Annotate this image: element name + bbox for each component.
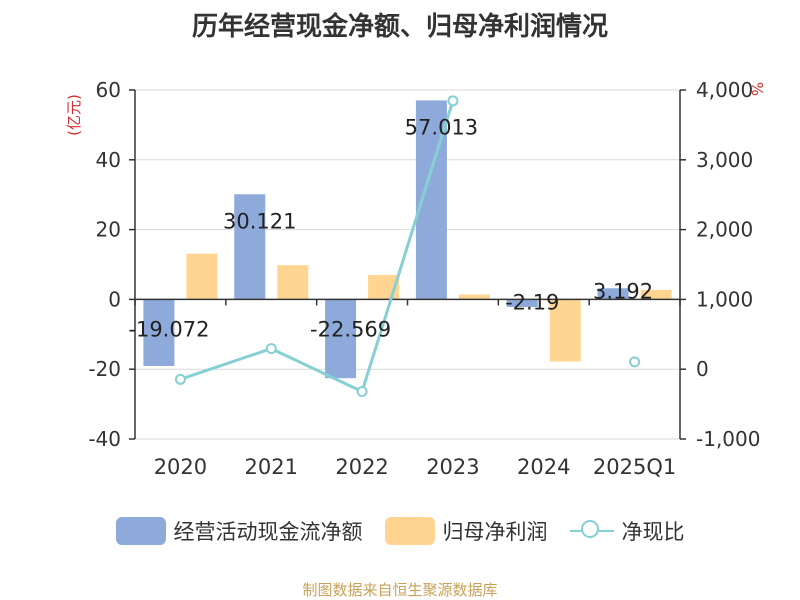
- bar-cashflow: [143, 299, 175, 366]
- source-note: 制图数据来自恒生聚源数据库: [302, 581, 498, 599]
- category-label: 2023: [426, 455, 479, 479]
- right-axis-tick-label: -1,000: [696, 427, 760, 451]
- ratio-point: [174, 373, 186, 385]
- data-label-cashflow: -2.19: [505, 290, 559, 314]
- bar-cashflow: [506, 299, 538, 308]
- category-label: 2021: [245, 455, 298, 479]
- data-label-cashflow: 30.121: [223, 209, 296, 233]
- left-axis-tick-label: 40: [96, 148, 121, 172]
- ratio-point: [447, 95, 459, 107]
- ratio-point: [629, 356, 641, 368]
- legend-swatch-ratio: [569, 517, 614, 545]
- legend-swatch-cashflow: [115, 517, 166, 545]
- chart-title: 历年经营现金净额、归母净利润情况: [191, 12, 608, 42]
- left-axis-tick-label: 20: [96, 218, 121, 242]
- bar-cashflow: [234, 194, 266, 300]
- right-axis-tick-label: 2,000: [696, 218, 753, 242]
- bar-netprofit: [186, 253, 218, 300]
- category-label: 2024: [517, 455, 570, 479]
- category-label: 2025Q1: [593, 455, 676, 479]
- chart-legend: 经营活动现金流净额 归母净利润 净现比: [0, 516, 800, 546]
- bar-cashflow: [597, 288, 629, 300]
- bar-cashflow: [325, 299, 357, 379]
- right-axis-unit-label: %: [748, 82, 766, 96]
- legend-item-ratio[interactable]: 净现比: [569, 516, 685, 546]
- legend-label-ratio: 净现比: [621, 520, 685, 544]
- ratio-point: [356, 386, 368, 398]
- data-label-cashflow: 3.192: [593, 279, 653, 303]
- right-axis-tick-label: 0: [696, 357, 709, 381]
- left-axis-unit-label: (亿元): [65, 94, 83, 136]
- legend-swatch-netprofit: [384, 517, 435, 545]
- legend-item-netprofit[interactable]: 归母净利润: [384, 516, 548, 546]
- ratio-point: [265, 343, 277, 355]
- right-axis-tick-label: 3,000: [696, 148, 753, 172]
- left-axis-tick-label: -20: [88, 357, 121, 381]
- category-label: 2020: [154, 455, 207, 479]
- bar-netprofit: [549, 299, 581, 362]
- category-label: 2022: [335, 455, 388, 479]
- bar-netprofit: [640, 289, 672, 300]
- left-axis-tick-label: 60: [96, 78, 121, 102]
- left-axis-tick-label: -40: [88, 427, 121, 451]
- left-axis-tick-label: 0: [108, 287, 121, 311]
- data-label-cashflow: -22.569: [310, 317, 391, 341]
- bar-netprofit: [277, 265, 309, 300]
- bar-netprofit: [458, 294, 490, 300]
- line-series-ratio: [179, 100, 455, 394]
- legend-label-netprofit: 归母净利润: [442, 520, 548, 544]
- right-axis-tick-label: 1,000: [696, 287, 753, 311]
- right-axis-tick-label: 4,000: [696, 78, 753, 102]
- legend-label-cashflow: 经营活动现金流净额: [173, 520, 363, 544]
- legend-item-cashflow[interactable]: 经营活动现金流净额: [115, 516, 363, 546]
- data-label-cashflow: 57.013: [405, 115, 478, 139]
- data-label-cashflow: -19.072: [128, 317, 209, 341]
